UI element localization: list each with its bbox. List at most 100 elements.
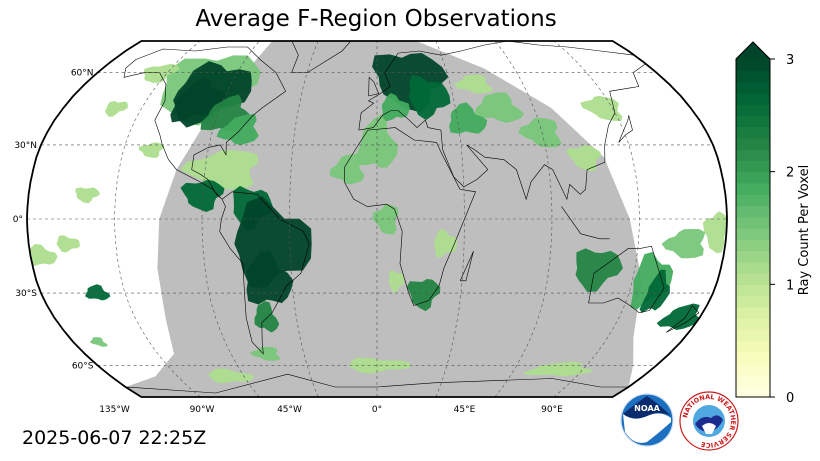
observation-blob [656, 303, 700, 330]
longitude-gridline [289, 41, 319, 397]
longitude-label: 0° [372, 405, 382, 415]
colorbar-band [736, 261, 770, 274]
colorbar-band [736, 385, 770, 398]
colorbar-band [736, 160, 770, 173]
latitude-labels: 60°N 30°N 0° 30°S 60°S [13, 69, 94, 372]
colorbar-band [736, 149, 770, 161]
colorbar-band [736, 194, 770, 207]
longitude-label: 135°W [99, 405, 130, 415]
latitude-label: 0° [13, 215, 23, 225]
colorbar-tick-label: 2 [786, 166, 794, 181]
observation-blob [330, 153, 365, 185]
observation-blob [89, 337, 108, 347]
observation-blob [389, 270, 405, 293]
coastline [344, 127, 477, 306]
map-boundary [26, 40, 728, 398]
coastline [666, 305, 700, 333]
observation-blob [249, 346, 281, 361]
observation-blob [180, 179, 225, 212]
coastline [358, 41, 647, 201]
colorbar-band [736, 182, 770, 195]
colorbar-band [736, 70, 770, 83]
colorbar-tick-label: 3 [786, 53, 794, 68]
colorbar-tick-label: 0 [786, 391, 794, 406]
observation-blob [216, 114, 259, 146]
latitude-label: 60°S [72, 361, 94, 371]
colorbar-band [736, 363, 770, 376]
colorbar-band [736, 137, 770, 150]
latitude-label: 30°S [15, 289, 37, 299]
observation-blob [454, 74, 493, 94]
longitude-label: 45°W [277, 405, 302, 415]
map-title: Average F-Region Observations [195, 6, 557, 32]
colorbar-band [736, 81, 770, 94]
colorbar-tick-label: 1 [786, 278, 794, 293]
observation-blob [702, 211, 727, 254]
observation-blob [246, 251, 294, 305]
coastline [561, 206, 610, 240]
colorbar-band [736, 171, 770, 184]
colorbar-ticks: 0 1 2 3 [770, 53, 794, 406]
colorbar-band [736, 284, 770, 297]
coastline [219, 191, 310, 355]
longitude-gridline [553, 41, 640, 397]
observation-blob [254, 301, 280, 333]
colorbar-band [736, 92, 770, 105]
noaa-logo-text: NOAA [634, 404, 660, 413]
observation-blob [85, 284, 111, 301]
coastline [368, 76, 380, 97]
coastline [459, 250, 474, 282]
nws-logo-icon: NATIONAL WEATHER SERVICE [679, 391, 739, 451]
colorbar-band [736, 115, 770, 128]
colorbar-bands [736, 42, 770, 398]
colorbar-band [736, 104, 770, 116]
colorbar-band [736, 59, 770, 71]
longitude-label: 45°E [454, 405, 476, 415]
colorbar-label: Ray Count Per Voxel [797, 165, 812, 295]
observation-blob [661, 229, 706, 259]
colorbar-band [736, 295, 770, 308]
colorbar-band [736, 306, 770, 319]
colorbar-band [736, 126, 770, 139]
colorbar-band [736, 318, 770, 330]
coastline [291, 41, 352, 73]
longitude-gridline [114, 41, 201, 397]
colorbar-outline [735, 41, 771, 398]
coastline [588, 245, 665, 314]
observation-blob [27, 244, 58, 267]
latitude-label: 30°N [14, 141, 37, 151]
observation-blob [575, 248, 623, 292]
observation-blob [639, 269, 670, 313]
latitude-label: 60°N [71, 69, 94, 79]
observation-blob [75, 187, 101, 204]
colorbar-band [736, 340, 770, 353]
observation-blob [518, 118, 562, 148]
observation-blob [475, 92, 524, 123]
coastline-layer [123, 41, 700, 394]
observation-blob [356, 114, 398, 168]
graticule-layer [27, 41, 727, 397]
observation-density-layer [27, 53, 727, 384]
colorbar-band [736, 205, 770, 218]
noaa-logo-icon: NOAA [620, 393, 674, 447]
colorbar-band [736, 374, 770, 387]
observation-blob [580, 95, 623, 121]
observation-blob [56, 235, 80, 253]
coastline [125, 373, 629, 394]
timestamp: 2025-06-07 22:25Z [22, 427, 207, 449]
observation-blob [138, 142, 165, 158]
colorbar-band [736, 273, 770, 285]
longitude-label: 90°E [541, 405, 563, 415]
colorbar-band [736, 351, 770, 364]
observation-blob [105, 101, 128, 117]
observation-blob [348, 357, 411, 374]
longitude-label: 90°W [190, 405, 215, 415]
colorbar-band [736, 228, 770, 240]
coastline [123, 46, 286, 200]
colorbar-extend-max [736, 42, 770, 59]
observation-blob [565, 144, 601, 172]
observation-blob [406, 279, 441, 312]
